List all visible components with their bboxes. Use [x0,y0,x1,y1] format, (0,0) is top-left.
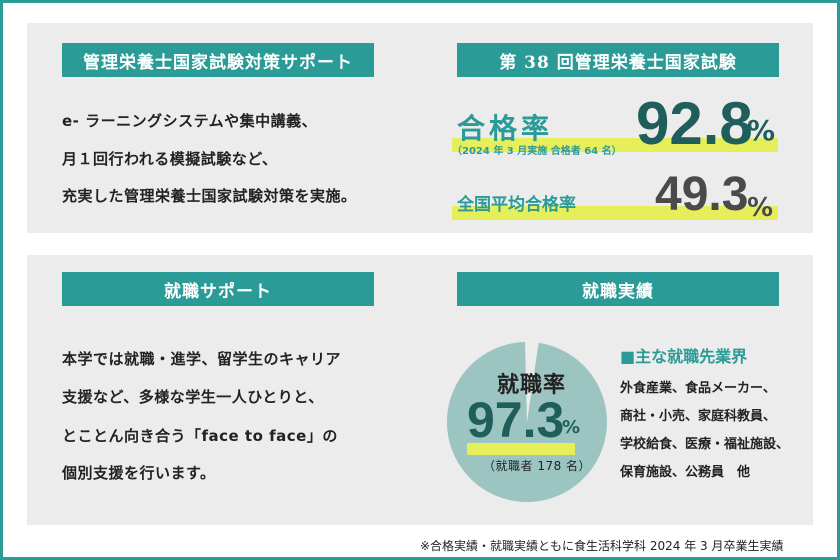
employment-rate-pie [446,342,607,502]
exam-support-line-1: e- ラーニングシステムや集中講義、 [62,112,318,130]
job-support-label: 就職サポート [62,272,374,306]
employment-rate-unit: % [562,417,581,438]
job-support-line-4: 個別支援を行います。 [62,464,216,482]
industry-line-1: 外食産業、食品メーカー、 [620,381,776,396]
job-support-line-2: 支援など、多様な学生一人ひとりと、 [62,388,324,406]
exam-panel: 管理栄養士国家試験対策サポート e- ラーニングシステムや集中講義、 月１回行わ… [27,23,813,233]
employment-rate-label: 就職率 [497,373,567,398]
employment-rate-slice [446,342,607,502]
pass-rate-value: 92.8 [636,90,753,157]
pass-rate-unit: % [747,114,776,147]
industry-line-2: 商社・小売、家庭科教員、 [620,409,777,424]
pass-rate-note: （2024 年 3 月実施 合格者 64 名） [452,146,622,157]
pass-rate-highlight [452,138,778,152]
exam-support-line-3: 充実した管理栄養士国家試験対策を実施。 [62,187,357,205]
national-value: 49.3 [655,168,749,221]
national-highlight [452,206,778,220]
industries-title: ■主な就職先業界 [620,347,748,366]
job-panel: 就職サポート 本学では就職・進学、留学生のキャリア 支援など、多様な学生一人ひと… [27,255,813,525]
exam-support-line-2: 月１回行われる模擬試験など、 [62,150,278,168]
employment-rate-highlight [467,443,575,455]
exam-support-label: 管理栄養士国家試験対策サポート [62,43,374,77]
industry-line-4: 保育施設、公務員 他 [620,465,751,480]
national-label: 全国平均合格率 [457,195,576,215]
exam-result-label: 第 38 回管理栄養士国家試験 [457,43,779,77]
footnote: ※合格実績・就職実績ともに食生活科学科 2024 年 3 月卒業生実績 [420,539,784,553]
employment-rate-value: 97.3 [467,392,565,448]
job-result-label: 就職実績 [457,272,779,306]
job-support-line-3: とことん向き合う「face to face」の [62,427,338,445]
pass-rate-label: 合格率 [457,112,554,145]
industry-line-3: 学校給食、医療・福祉施設、 [620,437,790,452]
job-support-line-1: 本学では就職・進学、留学生のキャリア [62,350,342,368]
employment-rate-note: （就職者 178 名） [483,459,592,473]
national-unit: % [747,193,774,223]
